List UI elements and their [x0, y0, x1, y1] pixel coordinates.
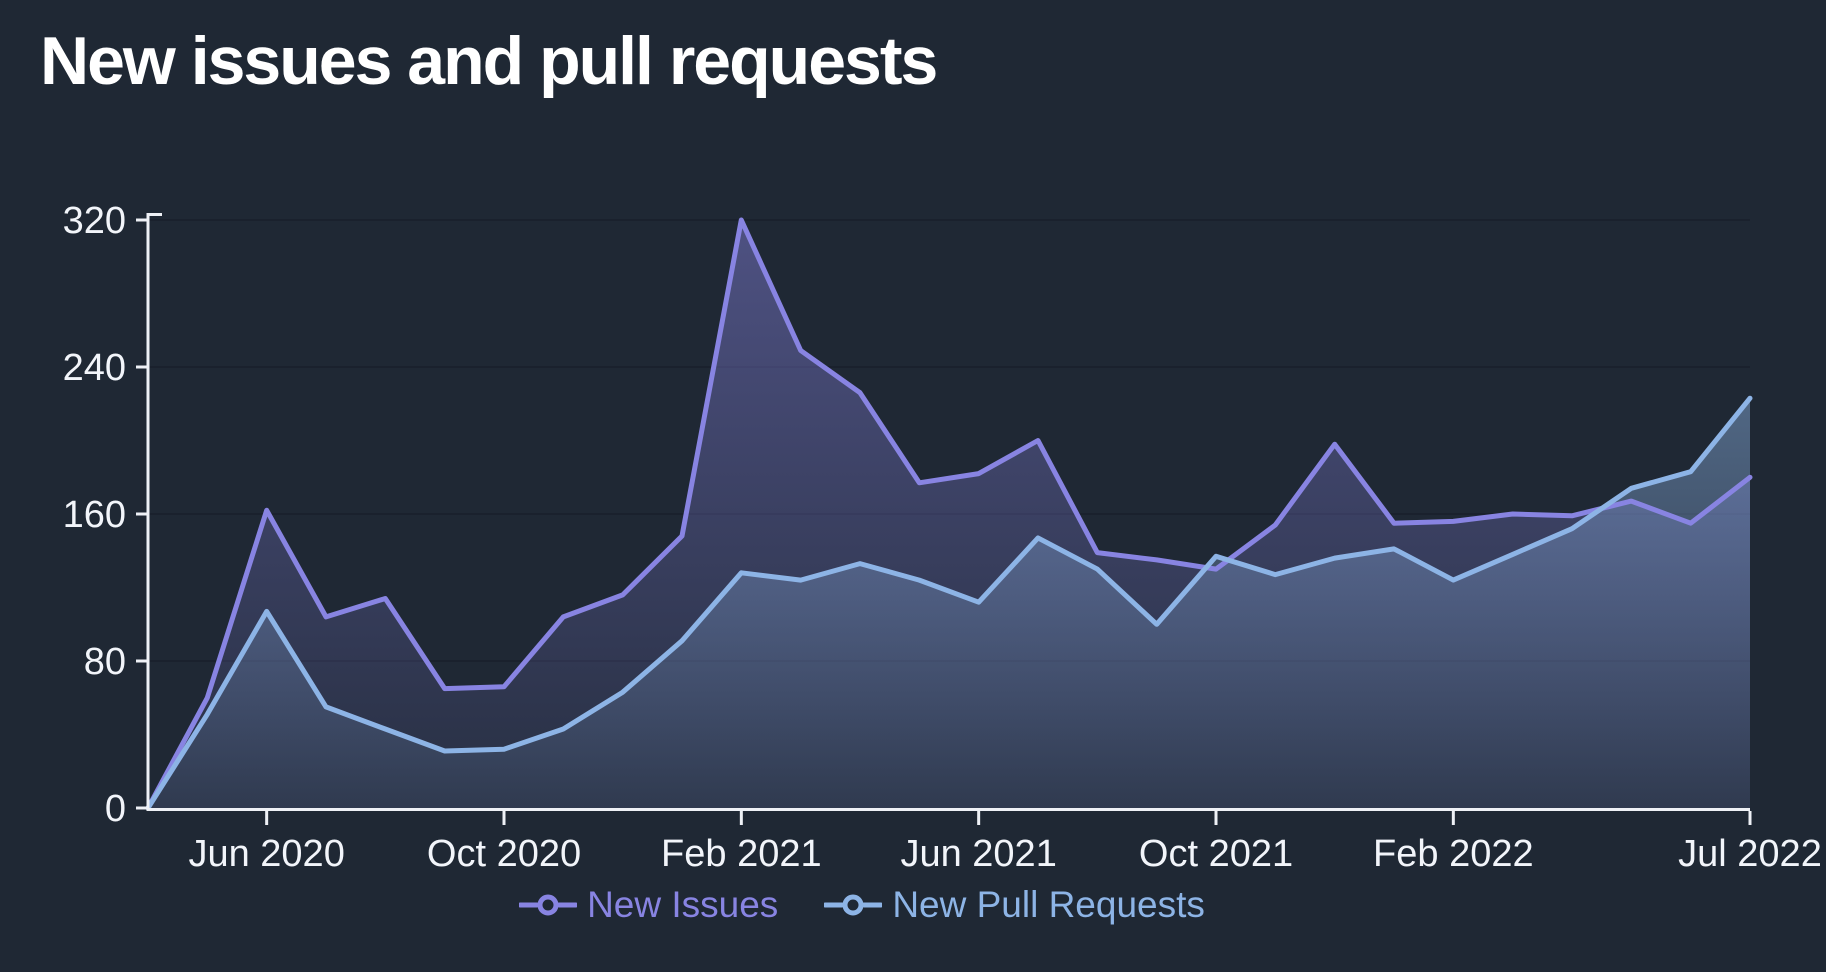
chart-legend: New Issues New Pull Requests: [0, 884, 1724, 926]
legend-item-new-issues[interactable]: New Issues: [519, 884, 778, 926]
line-new-pull-requests: [145, 395, 1753, 811]
legend-marker-new-pull-requests-icon: [824, 894, 883, 916]
y-tick-label-80: 80: [84, 641, 126, 683]
y-tick-label-240: 240: [63, 347, 126, 389]
chart-title: New issues and pull requests: [40, 23, 938, 99]
area-new-pull-requests: [148, 398, 1750, 808]
x-tick-label-jun-2021: Jun 2021: [900, 833, 1056, 875]
x-tick-label-feb-2022: Feb 2022: [1373, 833, 1534, 875]
x-tick-label-oct-2021: Oct 2021: [1139, 833, 1293, 875]
x-tick-label-oct-2020: Oct 2020: [427, 833, 581, 875]
y-tick-label-0: 0: [105, 788, 126, 830]
legend-marker-new-issues-icon: [519, 894, 578, 916]
y-tick-label-320: 320: [63, 200, 126, 242]
y-tick-label-160: 160: [63, 494, 126, 536]
x-tick-label-jul-2022: Jul 2022: [1678, 833, 1822, 875]
legend-item-new-pull-requests[interactable]: New Pull Requests: [824, 884, 1205, 926]
x-tick-label-feb-2021: Feb 2021: [661, 833, 822, 875]
legend-label-new-issues: New Issues: [587, 884, 779, 925]
line-new-issues: [145, 217, 1753, 811]
x-tick-label-jun-2020: Jun 2020: [188, 833, 344, 875]
legend-label-new-pull-requests: New Pull Requests: [892, 884, 1205, 925]
